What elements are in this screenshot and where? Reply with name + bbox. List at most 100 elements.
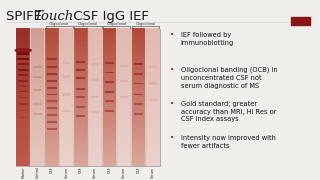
Bar <box>60 97 73 101</box>
Text: Touch: Touch <box>34 10 74 23</box>
Bar <box>31 97 44 101</box>
Bar <box>88 46 102 49</box>
Bar <box>60 134 73 138</box>
Bar <box>88 90 102 94</box>
Bar <box>31 155 44 159</box>
Bar <box>146 87 160 90</box>
Bar <box>74 56 88 60</box>
Bar <box>45 107 59 111</box>
Bar <box>132 155 145 159</box>
Bar <box>60 155 73 159</box>
Bar <box>16 49 30 53</box>
Bar <box>60 121 73 125</box>
Bar <box>117 121 131 125</box>
Bar <box>132 152 145 155</box>
Bar <box>60 111 73 114</box>
Bar <box>60 32 73 36</box>
Bar <box>117 152 131 155</box>
Bar <box>31 124 44 128</box>
Bar <box>103 121 116 125</box>
Bar <box>16 32 30 36</box>
Bar <box>132 104 145 107</box>
Bar <box>117 97 131 101</box>
Bar <box>146 134 160 138</box>
Bar <box>103 114 116 118</box>
Bar <box>74 76 88 80</box>
Bar <box>88 69 102 73</box>
Bar <box>74 128 88 131</box>
Bar <box>134 113 143 114</box>
Bar <box>88 162 102 166</box>
Bar <box>16 52 30 56</box>
Bar <box>45 114 59 118</box>
Text: Marker: Marker <box>21 166 25 178</box>
Bar <box>146 114 160 118</box>
Bar <box>88 141 102 145</box>
Bar <box>47 80 57 82</box>
Bar <box>146 107 160 111</box>
Bar <box>117 128 131 131</box>
Bar <box>88 124 102 128</box>
Bar <box>117 73 131 77</box>
Bar <box>60 83 73 87</box>
Bar <box>60 90 73 94</box>
Bar <box>74 111 88 114</box>
Bar <box>132 32 145 36</box>
Bar <box>45 28 59 32</box>
Bar <box>31 152 44 155</box>
Bar <box>132 111 145 114</box>
Bar <box>132 76 145 80</box>
Bar <box>120 80 128 82</box>
Bar <box>88 107 102 111</box>
Bar <box>16 128 30 131</box>
Bar <box>16 155 30 159</box>
Text: Oligoclonal: Oligoclonal <box>107 22 127 26</box>
Bar <box>45 155 59 159</box>
Bar <box>103 80 116 84</box>
Bar <box>146 141 160 145</box>
Bar <box>88 80 102 84</box>
Bar <box>146 80 160 84</box>
Bar <box>74 97 88 101</box>
Bar <box>76 88 85 90</box>
Bar <box>132 107 145 111</box>
Bar <box>103 128 116 131</box>
Bar <box>88 114 102 118</box>
Bar <box>74 49 88 53</box>
Bar <box>146 148 160 152</box>
Bar <box>74 104 88 107</box>
Bar <box>132 117 145 121</box>
Bar <box>146 162 160 166</box>
Text: CSF IgG IEF: CSF IgG IEF <box>69 10 149 23</box>
Bar <box>60 76 73 80</box>
Bar <box>19 117 27 118</box>
Bar <box>45 117 59 121</box>
Bar <box>45 138 59 142</box>
Bar <box>146 131 160 135</box>
Bar <box>31 49 44 53</box>
Bar <box>45 152 59 155</box>
Bar <box>134 64 143 65</box>
Bar <box>31 134 44 138</box>
Bar <box>88 158 102 162</box>
Bar <box>132 49 145 53</box>
Bar <box>74 107 88 111</box>
Text: Serum: Serum <box>151 166 155 178</box>
Bar <box>74 162 88 166</box>
Bar <box>117 49 131 53</box>
Bar <box>16 104 30 107</box>
Bar <box>74 66 88 70</box>
Bar <box>103 104 116 107</box>
Bar <box>31 121 44 125</box>
Bar <box>146 66 160 70</box>
Bar <box>117 56 131 60</box>
Bar <box>31 100 44 104</box>
Bar <box>60 138 73 142</box>
Bar <box>31 52 44 56</box>
Bar <box>74 28 88 32</box>
Bar <box>134 94 143 95</box>
Bar <box>31 73 44 77</box>
Bar <box>103 148 116 152</box>
Bar <box>146 35 160 39</box>
Bar <box>31 87 44 90</box>
